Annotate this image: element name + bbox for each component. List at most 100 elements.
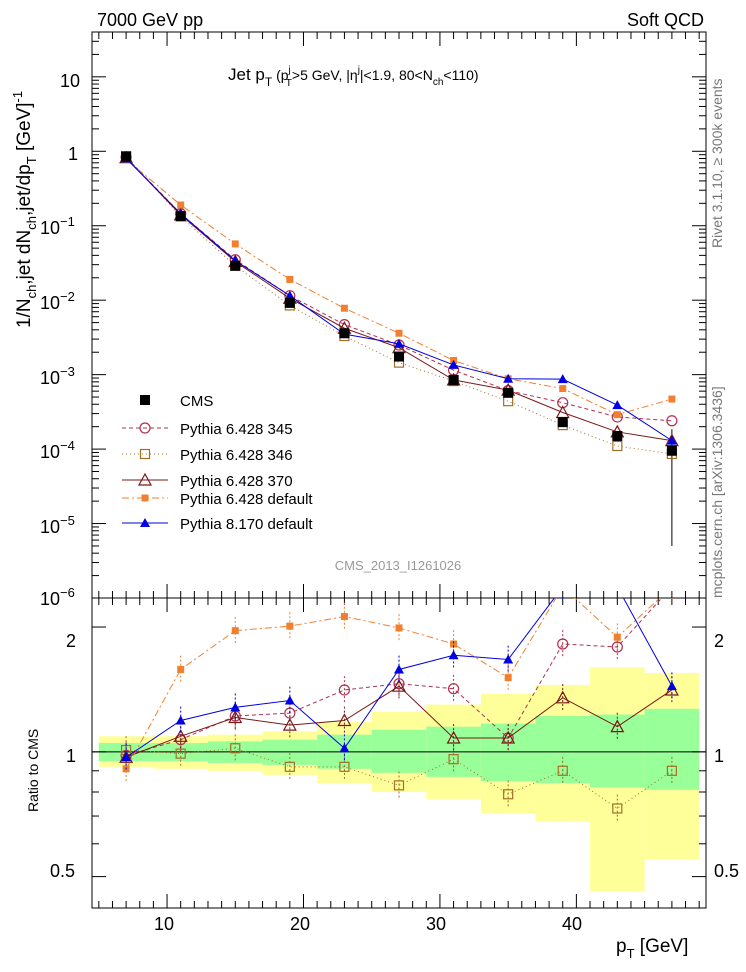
point-marker: [395, 624, 403, 632]
point-marker: [501, 730, 516, 744]
point-marker: [140, 518, 150, 527]
ytick-label: 10: [60, 71, 80, 91]
ytick-label: 1: [68, 144, 78, 164]
series-line-main: [125, 158, 673, 416]
legend-label-pythia-346: Pythia 6.428 346: [180, 447, 293, 464]
point-marker: [446, 730, 461, 744]
rivet-version-label: Rivet 3.1.10, ≥ 300k events: [709, 78, 725, 248]
legend-label-pythia-345: Pythia 6.428 345: [180, 421, 293, 438]
point-marker: [230, 702, 241, 712]
ratio-ytick-label-right: 0.5: [714, 861, 739, 881]
point-marker: [140, 395, 150, 405]
point-marker: [668, 395, 676, 403]
analysis-id: CMS_2013_I1261026: [335, 558, 462, 573]
point-marker: [121, 151, 132, 162]
point-marker: [175, 715, 186, 725]
main-y-axis-label: 1/Nch,jet dNch,jet/dpT [GeV]-1: [10, 91, 39, 328]
point-marker: [612, 582, 622, 591]
legend: CMS Pythia 6.428 345 Pythia 6.428 346 Py…: [122, 393, 313, 533]
point-marker: [612, 803, 623, 814]
point-marker: [557, 638, 569, 650]
legend-label-pythia-370: Pythia 6.428 370: [180, 473, 293, 490]
point-marker: [612, 400, 623, 410]
point-marker: [391, 678, 407, 692]
point-marker: [177, 201, 185, 209]
point-marker: [141, 494, 149, 502]
ratio-ytick-label-right: 1: [714, 746, 724, 766]
point-marker: [504, 674, 512, 682]
point-marker: [557, 374, 568, 384]
point-marker: [667, 582, 677, 592]
point-marker: [557, 417, 568, 428]
point-marker: [447, 683, 460, 695]
point-marker: [612, 440, 623, 452]
point-marker: [286, 622, 294, 630]
point-marker: [448, 754, 459, 765]
point-marker: [340, 613, 348, 621]
point-marker: [230, 260, 241, 271]
point-marker: [503, 654, 514, 664]
ratio-uncertainty-bands: [92, 667, 706, 892]
point-marker: [448, 359, 459, 369]
point-marker: [139, 448, 151, 460]
inner-band-bin: [535, 716, 591, 784]
plot-title: Jet pT (pj T>5 GeV, |ηj|<1.9, 80<Nch<110): [228, 65, 479, 89]
point-marker: [338, 684, 351, 696]
point-marker: [503, 396, 514, 407]
main-series-group: [119, 150, 679, 546]
ytick-label: 10−3: [40, 364, 75, 388]
point-marker: [231, 240, 239, 248]
point-marker: [286, 275, 294, 283]
point-marker: [394, 351, 404, 362]
point-marker: [284, 695, 295, 705]
point-marker: [613, 633, 621, 641]
point-marker: [337, 713, 352, 727]
ytick-label: 10−6: [40, 585, 75, 609]
ytick-label: 10−4: [40, 438, 75, 462]
point-marker: [340, 304, 348, 312]
point-marker: [666, 435, 677, 445]
point-marker: [139, 422, 151, 434]
point-marker: [610, 719, 625, 733]
legend-label-pythia6-default: Pythia 6.428 default: [180, 491, 313, 508]
point-marker: [395, 329, 403, 337]
ratio-ytick-label-left: 2: [66, 631, 76, 651]
legend-label-cms: CMS: [180, 393, 213, 410]
point-marker: [557, 765, 568, 776]
ratio-ytick-label-left: 1: [66, 746, 76, 766]
xtick-label: 10: [154, 914, 174, 934]
ytick-label: 10−5: [40, 513, 75, 537]
point-marker: [559, 385, 567, 393]
ratio-y-axis-label: Ratio to CMS: [25, 729, 41, 812]
point-marker: [177, 665, 185, 673]
point-marker: [394, 338, 404, 348]
inner-band-bin: [371, 729, 427, 773]
data-layer: [119, 150, 679, 823]
xtick-label: 30: [426, 914, 446, 934]
ratio-series-group: [119, 582, 679, 823]
point-marker: [503, 387, 514, 398]
series-line-main: [125, 156, 672, 422]
point-marker: [284, 290, 295, 300]
point-marker: [230, 743, 241, 754]
point-marker: [393, 780, 405, 791]
point-marker: [394, 664, 404, 674]
point-marker: [448, 374, 459, 385]
point-marker: [282, 717, 297, 731]
point-marker: [668, 583, 675, 590]
point-marker: [664, 433, 679, 447]
inner-band-bin: [644, 708, 700, 790]
point-marker: [231, 627, 239, 635]
mcplots-label: mcplots.cern.ch [arXiv:1306.3436]: [709, 386, 725, 598]
ratio-ytick-label-left: 0.5: [50, 861, 75, 881]
point-marker: [448, 650, 459, 660]
series-line-ratio: [125, 598, 663, 756]
point-marker: [666, 445, 677, 456]
point-marker: [228, 710, 243, 724]
main-plot-frame: [91, 31, 707, 599]
main-y-tick-labels: 10 1 10−1 10−2 10−3 10−4 10−5 10−6: [40, 71, 80, 609]
ratio-y-tick-labels: 2 1 0.5 2 1 0.5: [50, 631, 739, 881]
point-marker: [173, 729, 188, 742]
point-marker: [119, 750, 134, 763]
